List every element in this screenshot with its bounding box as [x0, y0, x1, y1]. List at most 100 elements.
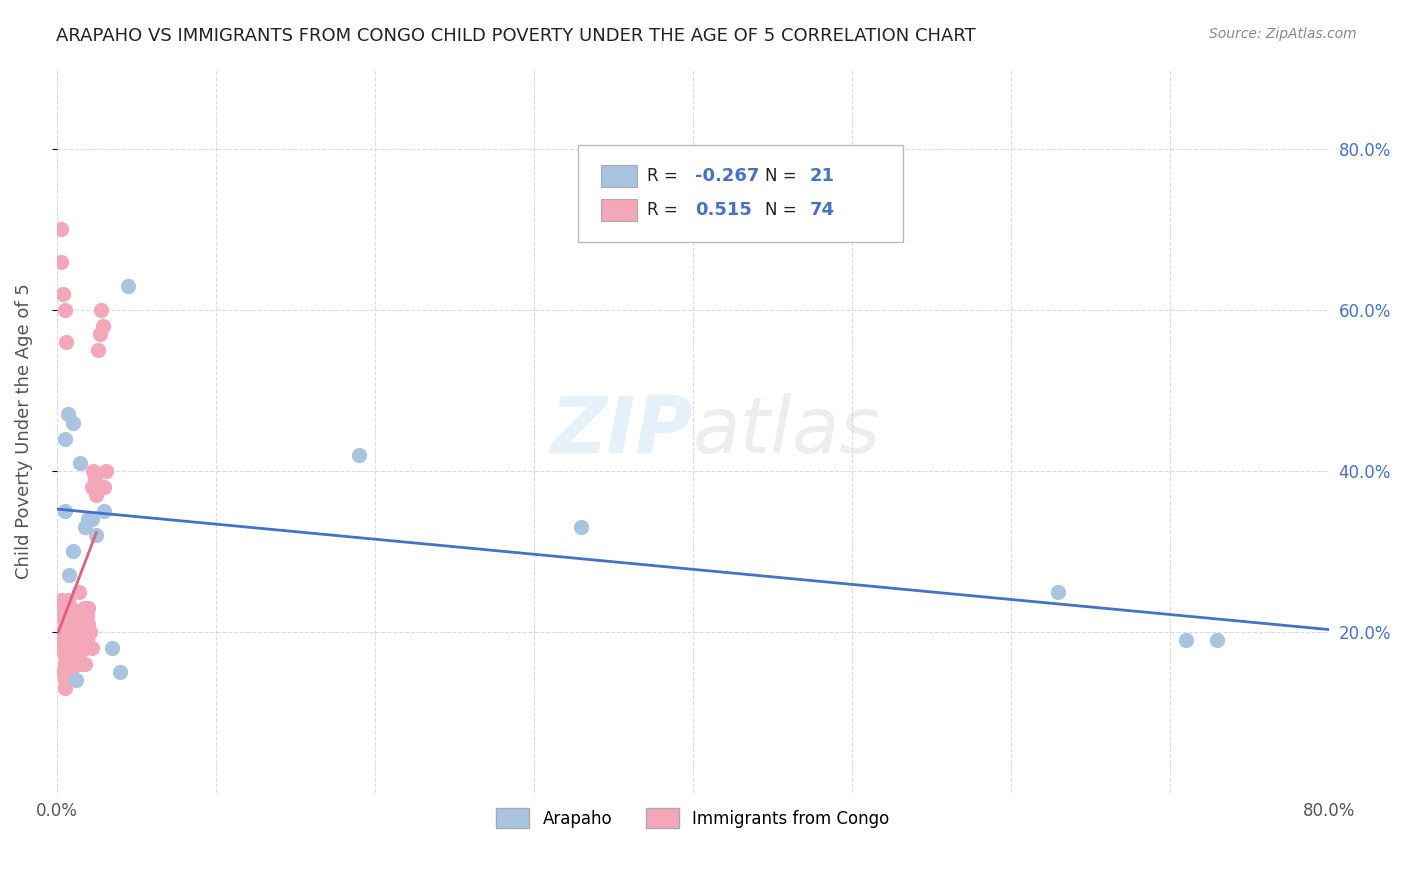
Point — [67, 648, 90, 663]
Point — [67, 584, 90, 599]
Point — [101, 640, 124, 655]
Point — [79, 624, 101, 639]
Point — [77, 512, 100, 526]
Point — [69, 456, 91, 470]
Point — [62, 640, 84, 655]
Point — [63, 648, 86, 663]
Point — [93, 480, 115, 494]
Point — [63, 632, 86, 647]
Point — [72, 616, 94, 631]
Text: ZIP: ZIP — [550, 392, 693, 468]
Point — [63, 616, 86, 631]
Point — [58, 640, 80, 655]
Text: 0.515: 0.515 — [695, 201, 752, 219]
Point — [55, 640, 77, 655]
Point — [72, 600, 94, 615]
Point — [53, 648, 76, 663]
Point — [117, 278, 139, 293]
Point — [65, 624, 87, 639]
Point — [56, 665, 79, 679]
Point — [86, 528, 108, 542]
Text: R =: R = — [647, 201, 688, 219]
Point — [62, 544, 84, 558]
Point — [56, 648, 79, 663]
Point — [110, 665, 132, 679]
Point — [76, 632, 98, 647]
Text: R =: R = — [647, 167, 683, 185]
Point — [93, 504, 115, 518]
Point — [53, 504, 76, 518]
Point — [65, 673, 87, 687]
Point — [90, 302, 112, 317]
Point — [51, 640, 73, 655]
Point — [65, 640, 87, 655]
Point — [52, 600, 75, 615]
Point — [58, 624, 80, 639]
Point — [91, 318, 114, 333]
Point — [66, 632, 89, 647]
Point — [52, 286, 75, 301]
Point — [87, 343, 110, 358]
Point — [89, 326, 111, 341]
Point — [83, 472, 105, 486]
Text: N =: N = — [765, 201, 801, 219]
Point — [62, 624, 84, 639]
Point — [56, 408, 79, 422]
Point — [86, 488, 108, 502]
Point — [53, 681, 76, 695]
Point — [75, 624, 97, 639]
Point — [1174, 632, 1197, 647]
Point — [69, 624, 91, 639]
Text: -0.267: -0.267 — [695, 167, 759, 185]
Point — [59, 665, 82, 679]
Point — [51, 624, 73, 639]
Text: N =: N = — [765, 167, 801, 185]
Point — [65, 657, 87, 671]
Point — [77, 616, 100, 631]
Point — [52, 665, 75, 679]
Point — [80, 480, 103, 494]
FancyBboxPatch shape — [578, 145, 903, 243]
Point — [76, 608, 98, 623]
Point — [1047, 584, 1070, 599]
Point — [52, 632, 75, 647]
Point — [80, 640, 103, 655]
Point — [62, 416, 84, 430]
Point — [70, 608, 93, 623]
Point — [69, 657, 91, 671]
Point — [51, 592, 73, 607]
Point — [66, 616, 89, 631]
Point — [53, 673, 76, 687]
Point — [53, 432, 76, 446]
Text: atlas: atlas — [693, 392, 880, 468]
Point — [56, 632, 79, 647]
Point — [58, 568, 80, 582]
Point — [69, 640, 91, 655]
Point — [66, 608, 89, 623]
Point — [80, 512, 103, 526]
Text: Source: ZipAtlas.com: Source: ZipAtlas.com — [1209, 27, 1357, 41]
Point — [59, 648, 82, 663]
Point — [347, 448, 370, 462]
Point — [55, 624, 77, 639]
Point — [51, 222, 73, 236]
Point — [49, 608, 72, 623]
Point — [94, 464, 117, 478]
Point — [53, 302, 76, 317]
Point — [75, 520, 97, 534]
Point — [55, 334, 77, 349]
Point — [59, 632, 82, 647]
Point — [59, 616, 82, 631]
Point — [58, 608, 80, 623]
Text: ARAPAHO VS IMMIGRANTS FROM CONGO CHILD POVERTY UNDER THE AGE OF 5 CORRELATION CH: ARAPAHO VS IMMIGRANTS FROM CONGO CHILD P… — [56, 27, 976, 45]
Legend: Arapaho, Immigrants from Congo: Arapaho, Immigrants from Congo — [489, 801, 896, 835]
Bar — [602, 165, 637, 186]
Bar — [602, 199, 637, 220]
Point — [1206, 632, 1229, 647]
Point — [58, 657, 80, 671]
Point — [62, 608, 84, 623]
Point — [70, 632, 93, 647]
Point — [59, 600, 82, 615]
Point — [53, 657, 76, 671]
Point — [75, 640, 97, 655]
